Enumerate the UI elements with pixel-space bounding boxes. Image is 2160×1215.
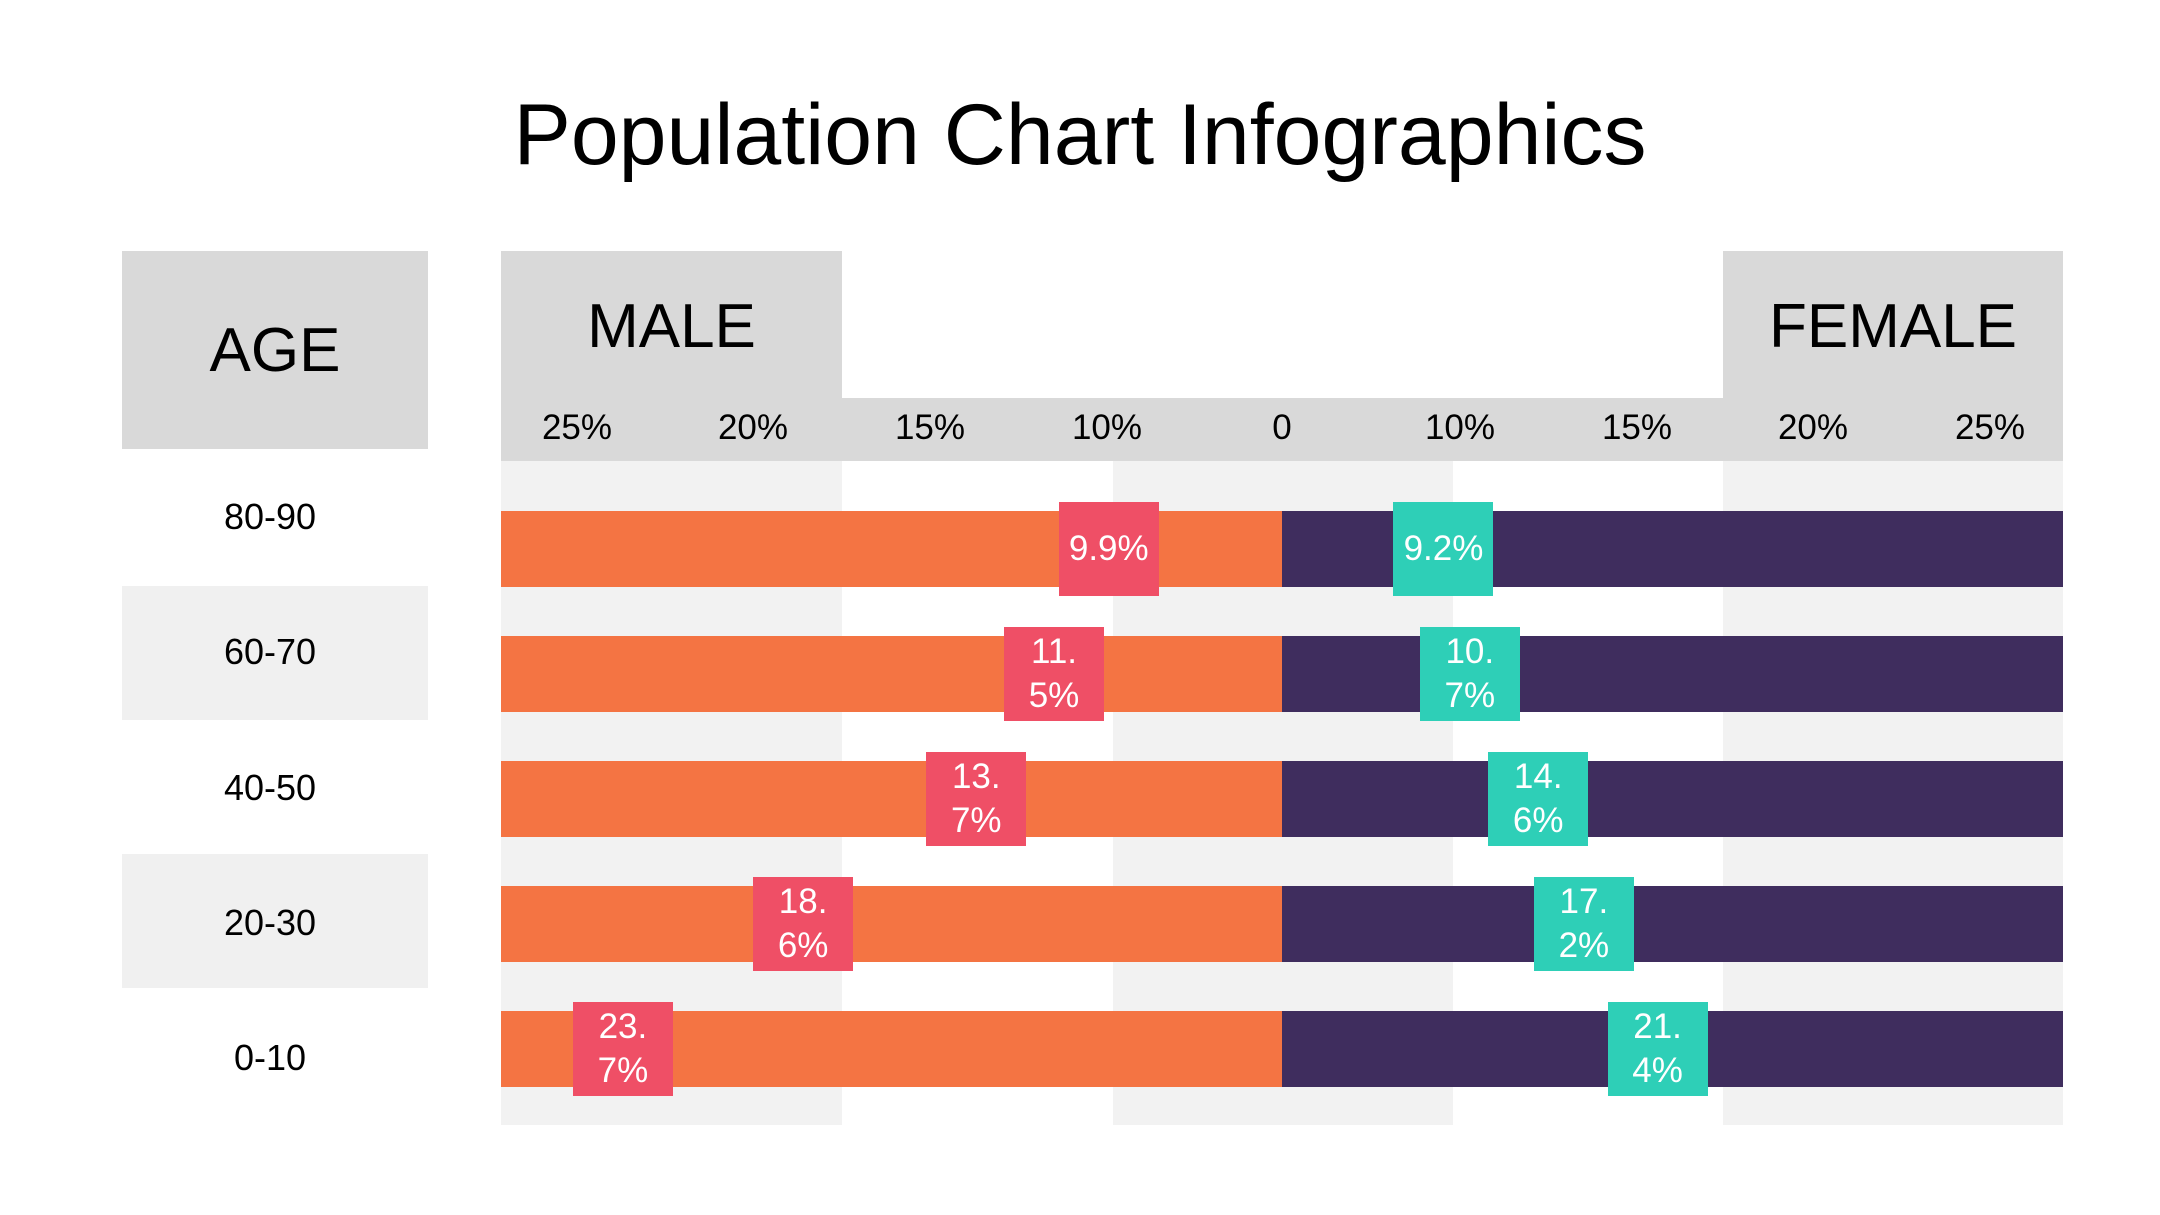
male-value-label: 23.7%	[572, 1002, 673, 1096]
male-value-label: 18.6%	[753, 877, 854, 971]
female-bar	[1282, 636, 2063, 712]
female-value-label: 21.4%	[1607, 1002, 1708, 1096]
axis-tick-label: 20%	[1777, 408, 1849, 447]
age-row-band	[122, 586, 428, 720]
axis-tick-label: 15%	[1601, 408, 1673, 447]
axis-tick-label: 25%	[541, 408, 613, 447]
age-header: AGE	[122, 251, 428, 449]
axis-tick-label: 10%	[1071, 408, 1143, 447]
scale-strip	[501, 398, 2063, 461]
age-label: 20-30	[223, 902, 317, 943]
female-value-label: 9.2%	[1393, 502, 1494, 596]
male-bar	[501, 511, 1282, 587]
male-bar	[501, 886, 1282, 962]
age-label: 80-90	[223, 496, 317, 537]
age-label: 0-10	[233, 1037, 307, 1078]
female-value-label: 17.2%	[1533, 877, 1634, 971]
axis-tick-label: 10%	[1424, 408, 1496, 447]
female-bar	[1282, 886, 2063, 962]
male-value-label: 13.7%	[926, 752, 1027, 846]
female-bar	[1282, 761, 2063, 837]
male-bar	[501, 636, 1282, 712]
female-header: FEMALE	[1723, 251, 2063, 401]
female-value-label: 14.6%	[1488, 752, 1589, 846]
male-header: MALE	[501, 251, 842, 401]
female-value-label: 10.7%	[1419, 627, 1520, 721]
age-label: 40-50	[223, 767, 317, 808]
age-label: 60-70	[223, 631, 317, 672]
male-value-label: 11.5%	[1004, 627, 1104, 721]
male-value-label: 9.9%	[1058, 502, 1159, 596]
axis-tick-label: 15%	[894, 408, 966, 447]
axis-tick-label: 20%	[717, 408, 789, 447]
axis-tick-label: 0	[1272, 408, 1292, 447]
chart-title: Population Chart Infographics	[513, 87, 1647, 183]
axis-tick-label: 25%	[1954, 408, 2026, 447]
male-bar	[501, 761, 1282, 837]
age-row-band	[122, 854, 428, 988]
